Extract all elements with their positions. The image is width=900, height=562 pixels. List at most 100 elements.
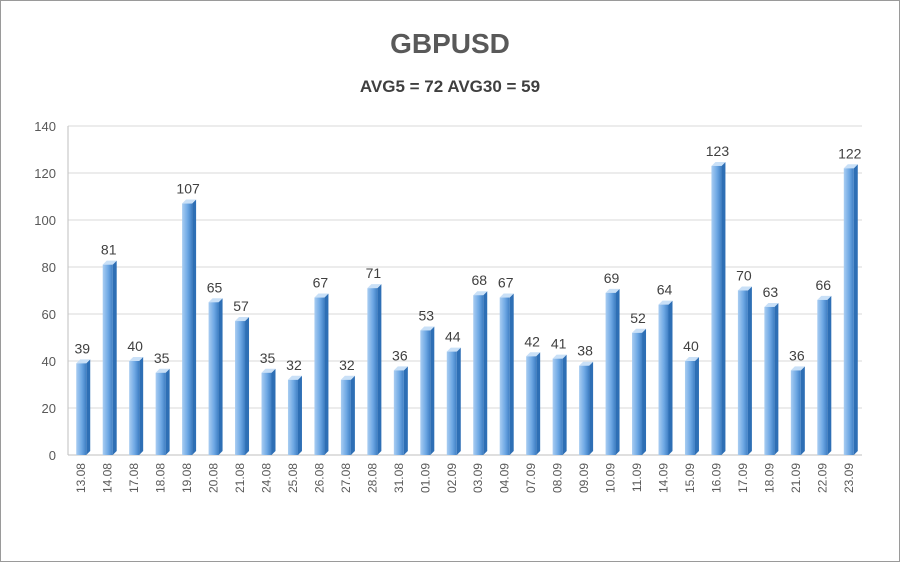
data-label: 53 <box>419 307 435 323</box>
bar-top <box>367 284 382 289</box>
chart-subtitle: AVG5 = 72 AVG30 = 59 <box>359 77 541 96</box>
x-tick-label: 08.09 <box>551 463 565 493</box>
x-tick-label: 17.08 <box>127 463 141 493</box>
x-tick-label: 17.09 <box>736 463 750 493</box>
bar-02.09 <box>446 347 461 455</box>
y-tick-label: 0 <box>49 448 56 463</box>
bar-front <box>340 379 351 455</box>
bar-side <box>800 366 805 455</box>
data-label: 67 <box>498 275 514 291</box>
bar-top <box>393 366 408 371</box>
bar-14.08 <box>102 260 117 455</box>
bar-15.09 <box>684 357 699 455</box>
bar-top <box>182 199 197 204</box>
x-tick-label: 03.09 <box>471 463 485 493</box>
data-label: 65 <box>207 279 223 295</box>
bar-front <box>446 351 457 455</box>
bar-side <box>271 368 276 455</box>
bar-front <box>526 356 537 455</box>
x-tick-label: 24.08 <box>260 463 274 493</box>
bar-front <box>579 365 590 455</box>
bar-27.08 <box>340 375 355 455</box>
data-label: 66 <box>816 277 832 293</box>
bar-10.09 <box>605 288 620 455</box>
data-label: 36 <box>789 347 805 363</box>
bar-side <box>721 161 726 455</box>
bar-top <box>605 288 620 293</box>
bar-top <box>102 260 117 265</box>
bar-front <box>605 292 616 455</box>
bar-side <box>694 357 699 455</box>
y-tick-label: 40 <box>42 354 56 369</box>
data-label: 40 <box>127 338 143 354</box>
bar-front <box>102 264 113 455</box>
bar-side <box>165 368 170 455</box>
bar-top <box>764 302 779 307</box>
y-tick-label: 120 <box>34 166 56 181</box>
bar-front <box>208 302 219 455</box>
x-tick-label: 09.09 <box>577 463 591 493</box>
data-label: 71 <box>366 265 382 281</box>
y-tick-label: 20 <box>42 401 56 416</box>
bar-front <box>764 306 775 455</box>
x-tick-label: 07.09 <box>524 463 538 493</box>
bar-top <box>737 286 752 291</box>
x-tick-label: 27.08 <box>339 463 353 493</box>
bar-top <box>790 366 805 371</box>
x-tick-label: 20.08 <box>207 463 221 493</box>
bar-top <box>235 317 250 322</box>
bar-side <box>774 302 779 455</box>
bar-top <box>473 291 488 296</box>
bar-front <box>420 330 431 455</box>
bar-13.08 <box>76 359 91 455</box>
bar-side <box>350 375 355 455</box>
bar-side <box>747 286 752 455</box>
bar-top <box>817 295 832 300</box>
data-label: 68 <box>471 272 487 288</box>
x-tick-label: 16.09 <box>709 463 723 493</box>
data-label: 52 <box>630 310 646 326</box>
data-label: 44 <box>445 329 461 345</box>
bars <box>76 161 858 456</box>
data-label: 64 <box>657 282 673 298</box>
bar-top <box>684 357 699 361</box>
bar-top <box>155 368 170 373</box>
bar-front <box>182 203 193 455</box>
bar-front <box>658 304 669 455</box>
data-label: 38 <box>577 343 593 359</box>
data-label: 107 <box>176 181 200 197</box>
bar-top <box>76 359 91 364</box>
bar-front <box>737 290 748 455</box>
bar-front <box>155 372 166 455</box>
x-tick-label: 01.09 <box>418 463 432 493</box>
bar-side <box>112 260 117 455</box>
bar-front <box>367 288 378 455</box>
bar-top <box>208 298 223 303</box>
data-labels: 39 81 40 35 107 65 57 35 32 67 32 71 36 53 44 68 67 42 41 3… <box>74 143 861 373</box>
bar-21.09 <box>790 366 805 455</box>
bar-side <box>297 375 302 455</box>
bar-top <box>340 375 355 380</box>
bar-side <box>218 298 223 455</box>
data-label: 32 <box>286 357 302 373</box>
data-label: 39 <box>74 340 90 356</box>
y-tick-labels: 0 20 40 60 80 100 120 140 <box>34 119 56 463</box>
bar-21.08 <box>235 317 250 455</box>
bar-08.09 <box>552 354 567 455</box>
x-tick-labels: 13.08 14.08 17.08 18.08 19.08 20.08 21.08 24.08… <box>74 463 856 493</box>
bar-top <box>446 347 461 352</box>
bar-front <box>76 363 87 455</box>
bar-front <box>711 165 722 455</box>
bar-top <box>711 161 726 166</box>
data-label: 57 <box>233 298 249 314</box>
x-tick-label: 04.09 <box>498 463 512 493</box>
bar-front <box>817 299 828 455</box>
bar-side <box>456 347 461 455</box>
bar-side <box>192 199 197 455</box>
bar-18.08 <box>155 368 170 455</box>
axes <box>67 126 862 456</box>
x-tick-label: 21.08 <box>233 463 247 493</box>
bar-18.09 <box>764 302 779 455</box>
data-label: 63 <box>763 284 779 300</box>
